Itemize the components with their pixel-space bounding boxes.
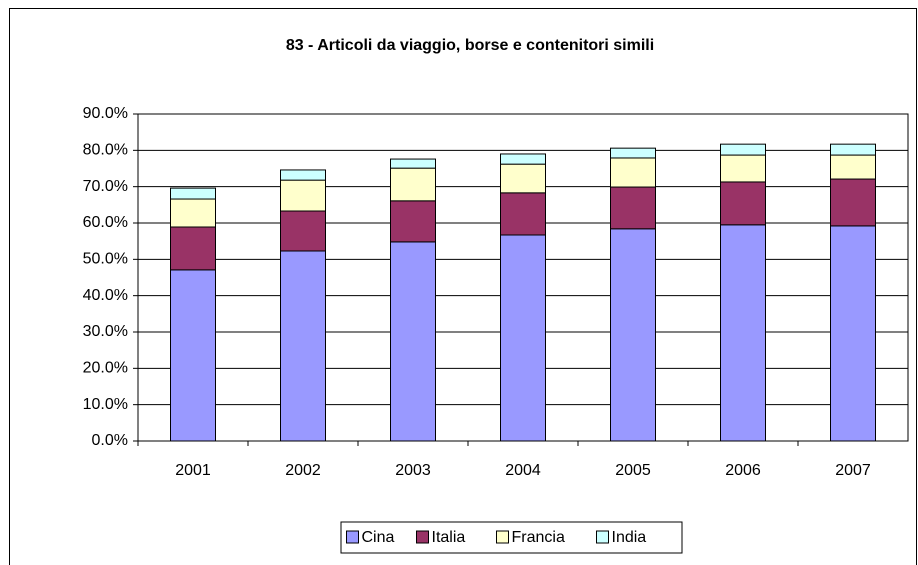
y-tick-label: 50.0%: [83, 251, 128, 268]
bar-segment: [610, 228, 656, 442]
bar-segment: [280, 169, 326, 181]
bar-segment: [500, 234, 546, 442]
bar-segment: [390, 158, 436, 169]
y-tick-label: 40.0%: [83, 287, 128, 304]
bar-segment: [720, 154, 766, 183]
bar-segment: [610, 157, 656, 188]
bar-segment: [830, 143, 876, 156]
legend-box: [340, 521, 683, 554]
legend-swatch: [346, 530, 359, 544]
bar-segment: [720, 224, 766, 442]
y-tick-label: 0.0%: [92, 432, 128, 449]
legend-label: Italia: [432, 529, 466, 546]
bar-segment: [500, 192, 546, 236]
y-tick-label: 60.0%: [83, 214, 128, 231]
bar-segment: [500, 153, 546, 165]
bar-segment: [390, 200, 436, 243]
bar-segment: [720, 143, 766, 156]
x-tick-label: 2005: [615, 462, 651, 479]
bar-segment: [500, 163, 546, 194]
bar-segment: [280, 250, 326, 442]
bar-segment: [170, 269, 216, 442]
legend-swatch: [596, 530, 609, 544]
legend-swatch: [496, 530, 509, 544]
x-tick-label: 2002: [285, 462, 321, 479]
bar-segment: [610, 147, 656, 159]
bar-segment: [830, 154, 876, 180]
chart-title: 83 - Articoli da viaggio, borse e conten…: [286, 37, 654, 54]
y-tick-label: 30.0%: [83, 323, 128, 340]
x-tick-label: 2001: [175, 462, 211, 479]
bar-segment: [830, 225, 876, 442]
y-tick-label: 90.0%: [83, 105, 128, 122]
legend-swatch: [416, 530, 429, 544]
bar-segment: [170, 187, 216, 200]
x-tick-label: 2007: [835, 462, 871, 479]
y-tick-label: 80.0%: [83, 142, 128, 159]
y-tick-label: 10.0%: [83, 396, 128, 413]
bar-segment: [170, 226, 216, 271]
bar-segment: [830, 178, 876, 227]
legend-label: Cina: [362, 529, 395, 546]
bar-segment: [720, 181, 766, 226]
legend-label: India: [612, 529, 647, 546]
bar-segment: [390, 167, 436, 202]
x-tick-label: 2006: [725, 462, 761, 479]
y-tick-label: 70.0%: [83, 178, 128, 195]
y-tick-label: 20.0%: [83, 360, 128, 377]
bar-segment: [390, 241, 436, 442]
bar-segment: [280, 210, 326, 252]
x-tick-label: 2004: [505, 462, 541, 479]
x-tick-label: 2003: [395, 462, 431, 479]
bar-segment: [610, 186, 656, 230]
bar-segment: [170, 198, 216, 228]
bar-segment: [280, 179, 326, 212]
legend-label: Francia: [512, 529, 565, 546]
